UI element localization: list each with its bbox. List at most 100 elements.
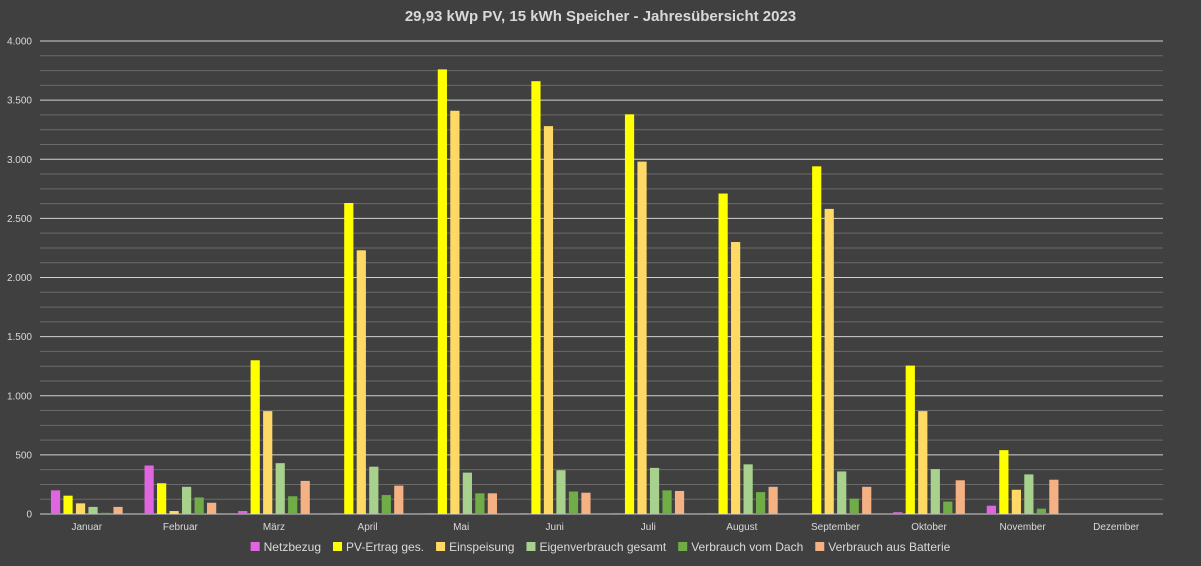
bar-6-5 [487, 493, 497, 514]
legend-label: Verbrauch vom Dach [691, 540, 803, 554]
y-tick-label: 2.500 [7, 214, 32, 225]
bar-2-6 [531, 81, 541, 514]
bar-6-7 [674, 490, 685, 514]
x-tick-label: April [358, 522, 378, 533]
bar-1-10 [893, 512, 903, 514]
bar-3-7 [637, 161, 647, 515]
bar-4-5 [462, 472, 472, 514]
bar-2-5 [437, 69, 447, 514]
legend-swatch [526, 542, 536, 551]
bar-1-3 [238, 511, 248, 514]
bar-1-7 [612, 513, 622, 514]
bar-4-6 [556, 470, 566, 514]
legend-swatch [333, 542, 343, 551]
y-tick-label: 4.000 [7, 37, 32, 48]
bar-4-9 [837, 471, 847, 514]
bar-2-11 [999, 450, 1009, 514]
bar-5-6 [568, 491, 579, 514]
x-tick-label: Februar [163, 522, 199, 533]
legend-label: PV-Ertrag ges. [346, 540, 424, 554]
bar-5-2 [194, 497, 204, 514]
bar-5-10 [943, 501, 953, 514]
bar-1-2 [144, 465, 154, 514]
bar-1-8 [706, 513, 716, 514]
bar-6-3 [300, 480, 310, 514]
x-tick-label: Juni [546, 522, 564, 533]
bar-6-9 [862, 486, 872, 514]
bar-4-7 [649, 467, 660, 514]
x-tick-label: März [263, 522, 285, 533]
bar-1-9 [799, 513, 809, 514]
bar-2-1 [63, 495, 73, 514]
bar-3-4 [356, 250, 366, 515]
legend-label: Netzbezug [264, 540, 321, 554]
bar-3-2 [169, 511, 179, 514]
x-tick-label: Mai [453, 522, 469, 533]
y-tick-label: 0 [26, 510, 32, 521]
bar-3-5 [450, 110, 460, 514]
bar-5-7 [662, 490, 672, 514]
bar-5-11 [1036, 508, 1046, 514]
bar-4-3 [275, 463, 285, 514]
bar-5-9 [849, 498, 859, 514]
x-tick-label: November [1000, 522, 1047, 533]
bar-5-5 [475, 493, 485, 514]
x-tick-label: August [726, 522, 757, 533]
bar-4-4 [369, 466, 379, 514]
bar-2-4 [344, 203, 354, 514]
bar-6-1 [113, 506, 123, 514]
bar-4-11 [1024, 474, 1034, 514]
legend-swatch [250, 542, 260, 551]
bar-3-6 [543, 126, 554, 514]
y-tick-label: 3.500 [7, 96, 32, 107]
bar-5-1 [100, 512, 111, 514]
bar-1-11 [986, 505, 996, 514]
bar-3-3 [263, 411, 273, 514]
legend-label: Verbrauch aus Batterie [828, 540, 950, 554]
bar-6-10 [955, 480, 965, 514]
bar-4-2 [182, 486, 192, 514]
bar-3-1 [75, 503, 86, 514]
legend-swatch [678, 542, 688, 551]
y-tick-label: 2.000 [7, 273, 32, 284]
bar-2-10 [905, 365, 915, 514]
bar-2-7 [624, 114, 635, 514]
bar-4-10 [930, 469, 940, 514]
bar-6-4 [394, 485, 404, 514]
legend-swatch [815, 542, 825, 551]
x-tick-label: September [811, 522, 861, 533]
bar-6-11 [1049, 479, 1059, 514]
bar-3-8 [731, 242, 741, 514]
bar-1-4 [331, 513, 341, 514]
x-tick-label: Dezember [1093, 522, 1140, 533]
bar-2-9 [812, 166, 822, 514]
legend-label: Eigenverbrauch gesamt [539, 540, 666, 554]
bar-2-3 [250, 360, 260, 514]
bar-2-8 [718, 193, 728, 515]
chart-title: 29,93 kWp PV, 15 kWh Speicher - Jahresüb… [404, 8, 797, 25]
y-tick-label: 1.000 [7, 391, 32, 402]
x-tick-label: Juli [641, 522, 656, 533]
bar-1-5 [425, 513, 435, 514]
bar-4-8 [743, 464, 753, 514]
x-tick-label: Januar [72, 522, 103, 533]
bar-4-1 [88, 506, 98, 514]
y-tick-label: 500 [15, 450, 32, 461]
bar-6-8 [768, 486, 778, 514]
bar-6-2 [207, 502, 217, 514]
bar-1-6 [518, 513, 529, 514]
bar-5-8 [756, 492, 766, 514]
bar-6-6 [581, 492, 591, 514]
bar-5-3 [288, 496, 298, 514]
bar-5-4 [381, 495, 391, 514]
bar-2-2 [157, 483, 167, 514]
legend-swatch [436, 542, 446, 551]
bar-3-11 [1011, 489, 1021, 514]
bar-3-10 [918, 411, 928, 514]
y-tick-label: 3.000 [7, 155, 32, 166]
y-tick-label: 1.500 [7, 332, 32, 343]
x-tick-label: Oktober [911, 522, 947, 533]
bar-1-1 [50, 490, 61, 514]
